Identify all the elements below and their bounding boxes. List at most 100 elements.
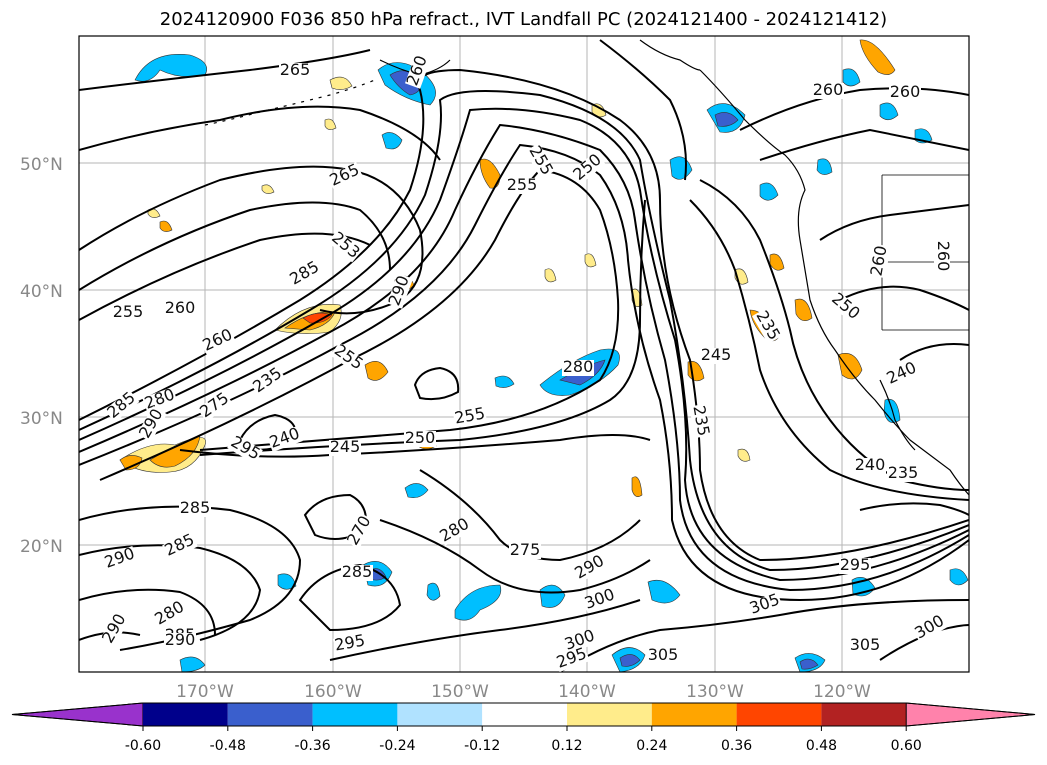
contour-label-bg xyxy=(572,553,608,583)
contour-line xyxy=(79,143,969,602)
contour-line xyxy=(79,49,371,91)
aleutian-islands xyxy=(204,79,376,126)
contour-label-bg xyxy=(152,599,188,629)
contour-label-bg xyxy=(582,587,618,613)
blob-neg xyxy=(539,584,566,608)
longitude-axis: 170°W 160°W 150°W 140°W 130°W 120°W xyxy=(176,682,871,702)
map-title: 2024120900 F036 850 hPa refract., IVT La… xyxy=(159,9,888,30)
contour-line xyxy=(899,343,969,361)
colorbar-tick-label: -0.12 xyxy=(464,738,500,754)
blob-pos xyxy=(479,158,501,189)
blob-neg xyxy=(816,158,833,175)
colorbar-tick-label: -0.36 xyxy=(294,738,330,754)
colorbar-extend-high xyxy=(905,702,1036,727)
contour-label: 240 xyxy=(855,455,886,474)
coastline-alaska-south xyxy=(639,39,701,71)
contour-label: 255 xyxy=(113,302,144,321)
blob-pos xyxy=(769,253,785,271)
blob-pos xyxy=(544,268,557,283)
blob-pos xyxy=(119,455,143,471)
contour-line xyxy=(739,87,969,131)
colorbar-segment xyxy=(227,703,313,726)
contour-label-bg xyxy=(509,543,541,559)
contour-label-bg xyxy=(387,273,413,309)
contour-label: 250 xyxy=(405,428,436,447)
contour-line xyxy=(759,128,969,161)
blob-neg xyxy=(842,68,861,87)
contour-label: 305 xyxy=(850,635,881,654)
contour-line xyxy=(79,588,216,636)
colorbar-tick-label: -0.24 xyxy=(379,738,415,754)
blob-pos xyxy=(837,353,863,380)
contour-label: 285 xyxy=(342,562,373,581)
coastline-baja xyxy=(879,379,916,451)
contour-label-bg xyxy=(164,301,196,317)
contour-label-bg xyxy=(332,633,368,655)
contour-label-bg xyxy=(525,143,555,179)
blob-pos xyxy=(324,118,337,130)
contour-label-bg xyxy=(562,628,598,654)
contour-label-bg xyxy=(164,633,196,649)
contour-label-bg xyxy=(934,240,950,272)
colorbar-segment xyxy=(736,703,822,726)
contour-line xyxy=(859,502,969,516)
contour-line xyxy=(689,199,969,501)
contour-label-bg xyxy=(279,63,311,79)
map-panel xyxy=(79,36,969,672)
colorbar-tick-label: 0.12 xyxy=(551,738,582,754)
contour-label-bg xyxy=(812,83,844,99)
contour-label: 275 xyxy=(510,540,541,559)
contour-label: 245 xyxy=(330,437,361,456)
colorbar-tick-label: -0.48 xyxy=(210,738,246,754)
blob-pos xyxy=(364,360,389,381)
blob-pos xyxy=(737,448,751,462)
blob-pos xyxy=(329,76,353,90)
lat-tick-label: 50°N xyxy=(20,155,63,175)
contour-closed xyxy=(303,493,367,540)
contour-label-bg xyxy=(912,613,948,643)
refractivity-contours xyxy=(79,39,969,672)
colorbar-tick-label: 0.36 xyxy=(721,738,752,754)
blob-neg xyxy=(714,112,739,127)
blob-neg xyxy=(404,483,429,498)
contour-label: 255 xyxy=(507,175,538,194)
contour-label-bg xyxy=(887,466,919,482)
contour-label-bg xyxy=(700,348,732,364)
contour-label-bg xyxy=(437,516,473,546)
contour-line xyxy=(379,519,651,594)
lon-tick-label: 160°W xyxy=(304,682,362,702)
colorbar-segment xyxy=(143,703,228,726)
blob-neg xyxy=(426,582,441,601)
lat-tick-label: 40°N xyxy=(20,282,63,302)
contour-label-bg xyxy=(345,513,375,549)
contour-label: 260 xyxy=(890,82,921,101)
contour-label-bg xyxy=(142,387,178,413)
contour-label-bg xyxy=(506,178,538,194)
contour-line xyxy=(79,505,302,651)
contour-label-bg xyxy=(404,431,436,447)
blob-neg xyxy=(381,132,403,150)
contour-label-bg xyxy=(179,501,211,517)
contour-label-bg xyxy=(267,426,303,452)
contour-label-bg xyxy=(889,85,921,101)
contour-label-bg xyxy=(854,458,886,474)
contour-line xyxy=(79,201,391,291)
contour-label: 295 xyxy=(840,555,871,574)
contour-label-bg xyxy=(554,646,590,672)
contour-label-bg xyxy=(752,308,782,344)
colorbar-segment xyxy=(651,703,737,726)
lon-tick-label: 170°W xyxy=(176,682,234,702)
contour-line xyxy=(79,68,969,562)
contour-label-bg xyxy=(562,360,594,376)
colorbar-extend-low xyxy=(11,702,144,727)
contour-label-bg xyxy=(869,243,891,279)
lat-tick-label: 20°N xyxy=(20,537,63,557)
blob-pos xyxy=(584,253,597,268)
lon-tick-label: 140°W xyxy=(558,682,616,702)
contour-label: 260 xyxy=(934,241,953,272)
lon-tick-label: 130°W xyxy=(686,682,744,702)
contour-label: 245 xyxy=(701,345,732,364)
colorbar-tick-label: -0.60 xyxy=(125,738,161,754)
contour-closed xyxy=(413,366,460,401)
contour-label-bg xyxy=(197,390,233,422)
